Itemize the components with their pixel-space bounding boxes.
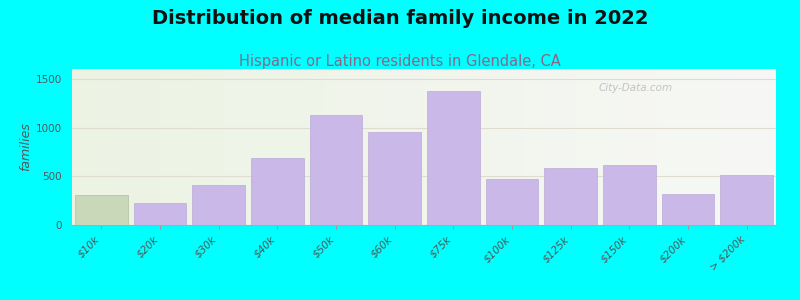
Bar (544, 168, 597, 225)
Bar (427, 92, 480, 225)
Bar (310, 115, 362, 225)
Bar (662, 194, 714, 225)
Bar (603, 165, 656, 225)
Bar (720, 175, 773, 225)
Bar (486, 179, 538, 225)
Bar (134, 202, 186, 225)
Bar (251, 158, 304, 225)
Bar (75, 195, 128, 225)
Text: Distribution of median family income in 2022: Distribution of median family income in … (152, 9, 648, 28)
Text: Hispanic or Latino residents in Glendale, CA: Hispanic or Latino residents in Glendale… (239, 54, 561, 69)
Bar (192, 185, 245, 225)
Y-axis label: families: families (19, 123, 32, 171)
Text: City-Data.com: City-Data.com (598, 83, 672, 93)
Bar (368, 132, 421, 225)
